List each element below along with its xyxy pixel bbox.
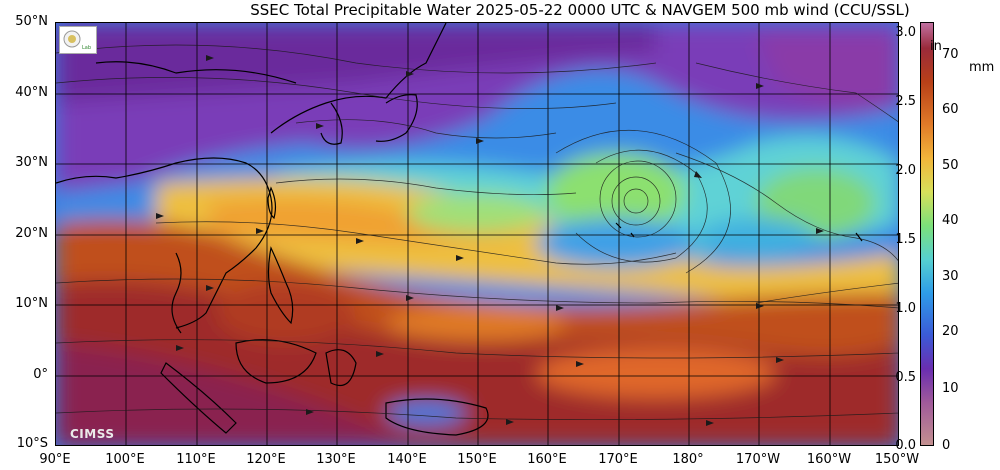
colorbar-inch-tick: 2.5 [895,94,916,109]
lon-label-140e: 140°E [387,452,427,467]
lon-label-110e: 110°E [176,452,216,467]
colorbar-inch-tick: 0.0 [895,438,916,453]
colorbar [920,22,934,446]
colorbar-mm-unit: mm [969,60,995,75]
lat-label-40n: 40°N [15,85,48,100]
lat-label-50n: 50°N [15,14,48,29]
colorbar-inch-tick: 3.0 [895,25,916,40]
lon-label-180: 180° [672,452,704,467]
colorbar-inch-tick: 1.5 [895,232,916,247]
colorbar-mm-tick: 40 [942,213,959,228]
colorbar-mm-tick: 70 [942,47,959,62]
lon-label-160w: 160°W [806,452,852,467]
svg-text:Lab: Lab [82,45,91,51]
colorbar-inch-tick: 0.5 [895,370,916,385]
colorbar-mm-tick: 60 [942,102,959,117]
lon-label-120e: 120°E [246,452,286,467]
ssec-logo: Lab [59,26,97,54]
lon-label-160e: 160°E [527,452,567,467]
wind-arrows [156,55,824,426]
map-area[interactable]: Lab CIMSS [55,22,899,446]
colorbar-mm-tick: 20 [942,324,959,339]
colorbar-inch-unit: in [930,39,942,54]
colorbar-inch-tick: 2.0 [895,163,916,178]
colorbar-mm-tick: 30 [942,269,959,284]
colorbar-mm-tick: 50 [942,158,959,173]
wind-streamlines [56,44,898,421]
precipitable-water-map [56,23,898,445]
graticule [56,23,898,445]
coastlines [56,23,863,436]
lon-label-130e: 130°E [316,452,356,467]
lat-label-10s: 10°S [16,436,48,451]
lat-label-0: 0° [33,367,48,382]
lat-label-30n: 30°N [15,155,48,170]
colorbar-mm-tick: 10 [942,381,959,396]
lon-label-100e: 100°E [105,452,145,467]
lon-label-170w: 170°W [735,452,781,467]
colorbar-mm-tick: 0 [942,438,951,453]
lat-label-10n: 10°N [15,296,48,311]
lon-label-170e: 170°E [598,452,638,467]
lon-label-90e: 90°E [39,452,71,467]
lat-label-20n: 20°N [15,226,48,241]
map-title: SSEC Total Precipitable Water 2025-05-22… [250,1,910,19]
lon-label-150e: 150°E [457,452,497,467]
cimss-watermark: CIMSS [70,427,115,441]
moisture-field [56,23,898,445]
lon-label-150w: 150°W [874,452,920,467]
colorbar-inch-tick: 1.0 [895,301,916,316]
